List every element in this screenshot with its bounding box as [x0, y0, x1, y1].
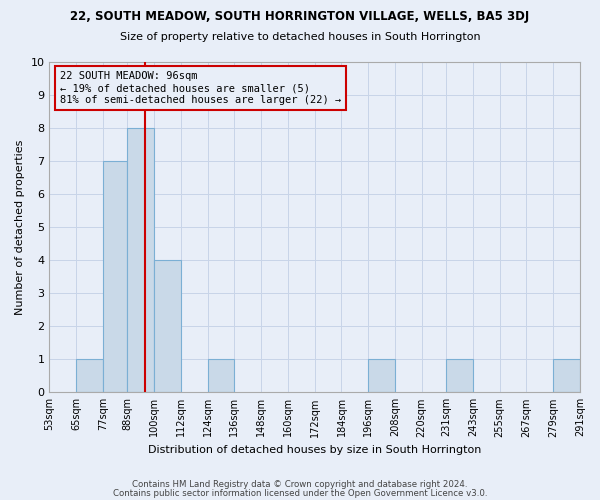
Bar — [446, 359, 473, 392]
X-axis label: Distribution of detached houses by size in South Horrington: Distribution of detached houses by size … — [148, 445, 481, 455]
Text: 22, SOUTH MEADOW, SOUTH HORRINGTON VILLAGE, WELLS, BA5 3DJ: 22, SOUTH MEADOW, SOUTH HORRINGTON VILLA… — [70, 10, 530, 23]
Bar — [127, 128, 154, 392]
Bar — [368, 359, 395, 392]
Y-axis label: Number of detached properties: Number of detached properties — [15, 139, 25, 314]
Text: Contains public sector information licensed under the Open Government Licence v3: Contains public sector information licen… — [113, 489, 487, 498]
Text: 22 SOUTH MEADOW: 96sqm
← 19% of detached houses are smaller (5)
81% of semi-deta: 22 SOUTH MEADOW: 96sqm ← 19% of detached… — [60, 72, 341, 104]
Bar — [208, 359, 235, 392]
Bar — [154, 260, 181, 392]
Text: Size of property relative to detached houses in South Horrington: Size of property relative to detached ho… — [119, 32, 481, 42]
Bar — [553, 359, 580, 392]
Bar — [76, 359, 103, 392]
Text: Contains HM Land Registry data © Crown copyright and database right 2024.: Contains HM Land Registry data © Crown c… — [132, 480, 468, 489]
Bar — [103, 160, 127, 392]
